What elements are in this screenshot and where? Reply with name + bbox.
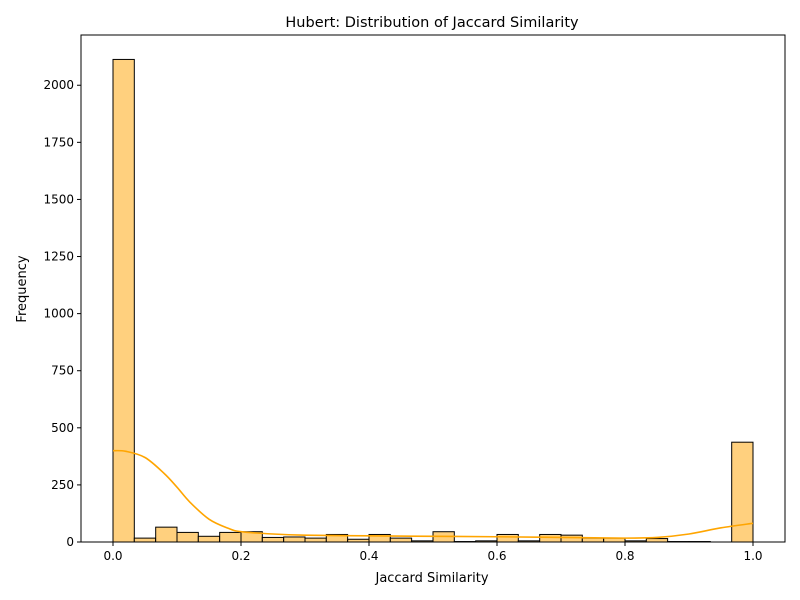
histogram-bar [261, 536, 285, 543]
bars-group [112, 58, 754, 543]
y-axis-ticks: 0 250 500 750 1000 1250 1500 1750 2000 [43, 78, 81, 549]
histogram-bar [133, 537, 157, 543]
histogram-bar [304, 537, 327, 543]
histogram-bar [176, 531, 199, 543]
x-tick-label: 0.0 [103, 549, 122, 563]
y-tick-label: 1250 [43, 250, 74, 264]
y-tick-label: 1000 [43, 307, 74, 321]
histogram-bar [560, 534, 583, 543]
x-axis-label: Jaccard Similarity [374, 571, 488, 586]
plot-frame [80, 34, 786, 543]
y-axis-label: Frequency [15, 255, 30, 322]
y-tick-label: 250 [51, 478, 74, 492]
y-tick-label: 1750 [43, 135, 74, 149]
y-tick-label: 2000 [43, 78, 74, 92]
y-tick-label: 1500 [43, 192, 74, 206]
histogram-bar [155, 526, 178, 543]
chart-title: Hubert: Distribution of Jaccard Similari… [285, 15, 579, 31]
histogram-bar [539, 533, 562, 543]
histogram-bar [389, 537, 413, 543]
histogram-bar [197, 535, 221, 543]
x-tick-label: 0.6 [487, 549, 506, 563]
x-tick-label: 0.4 [359, 549, 378, 563]
histogram-bar [283, 536, 306, 543]
x-tick-label: 0.2 [231, 549, 250, 563]
x-axis-ticks: 0.0 0.2 0.4 0.6 0.8 1.0 [103, 542, 763, 563]
y-tick-label: 500 [51, 421, 74, 435]
histogram-bar [219, 531, 242, 543]
histogram-bar [581, 537, 605, 543]
x-tick-label: 0.8 [615, 549, 634, 563]
histogram-bar [112, 58, 135, 543]
y-tick-label: 0 [66, 535, 74, 549]
y-tick-label: 750 [51, 364, 74, 378]
histogram-bar [645, 538, 669, 543]
histogram-bar [496, 533, 519, 543]
kde-curve [112, 449, 754, 539]
x-tick-label: 1.0 [743, 549, 762, 563]
histogram-bar [731, 441, 754, 543]
